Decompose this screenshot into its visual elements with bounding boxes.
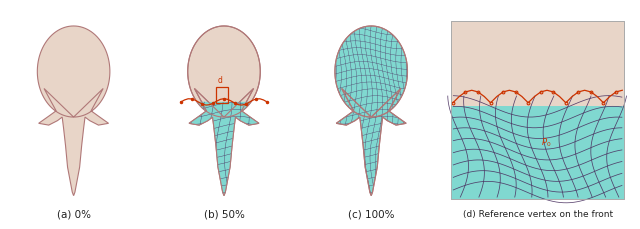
Text: (d) Reference vertex on the front: (d) Reference vertex on the front xyxy=(463,210,612,219)
Polygon shape xyxy=(37,26,110,196)
Bar xyxy=(451,21,624,199)
Text: $P_0$: $P_0$ xyxy=(541,137,552,149)
Polygon shape xyxy=(188,26,260,196)
Text: (c) 100%: (c) 100% xyxy=(348,209,394,219)
Bar xyxy=(451,106,624,199)
Polygon shape xyxy=(189,102,259,196)
Bar xyxy=(451,21,624,199)
Text: d: d xyxy=(217,76,222,85)
Bar xyxy=(216,87,228,103)
Text: (b) 50%: (b) 50% xyxy=(204,209,244,219)
Text: (a) 0%: (a) 0% xyxy=(56,209,91,219)
Bar xyxy=(451,106,624,199)
Polygon shape xyxy=(335,26,408,196)
